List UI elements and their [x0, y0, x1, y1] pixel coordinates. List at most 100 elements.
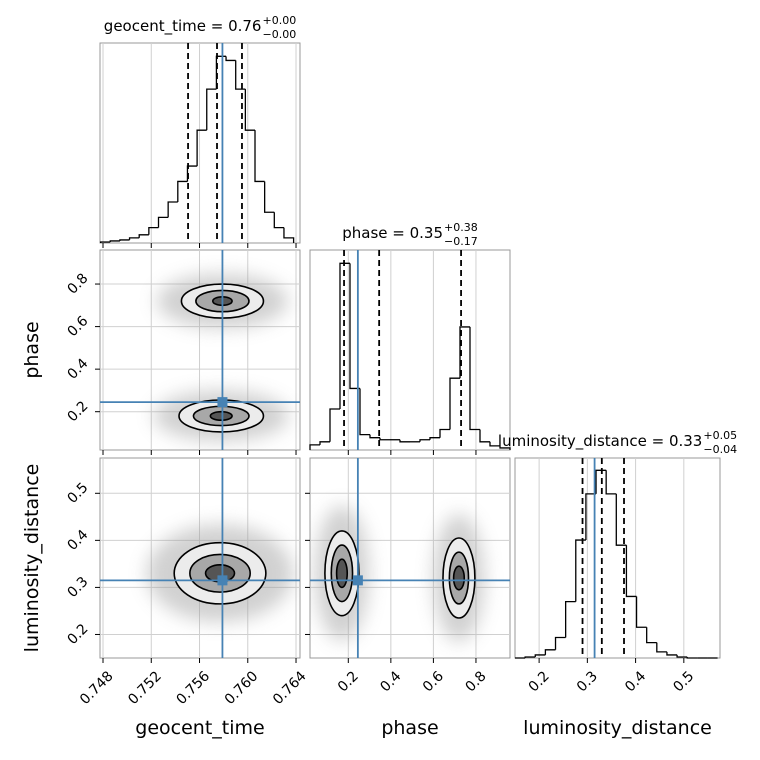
hist-bin — [499, 445, 511, 450]
x-axis-label: geocent_time — [135, 717, 264, 739]
hist-bin — [615, 493, 627, 546]
hist-bin — [459, 326, 470, 379]
hist-bin — [399, 439, 410, 443]
hist-bin — [329, 408, 340, 442]
hist-bin — [635, 596, 647, 628]
hist-bin — [339, 262, 350, 409]
panel: geocent_time = 0.76 +0.00−0.00 — [99, 14, 301, 248]
hist-bin — [676, 654, 688, 658]
x-tick-label: 0.6 — [420, 668, 447, 695]
y-axis-label: luminosity_distance — [21, 464, 43, 653]
title-lower: −0.00 — [262, 28, 296, 41]
hist-bin — [349, 263, 360, 390]
hist-bin — [273, 212, 284, 229]
hist-bin — [625, 545, 637, 598]
contour — [452, 565, 466, 591]
panel-frame — [514, 457, 721, 659]
hist-bin — [524, 656, 536, 658]
hist-bin — [534, 654, 546, 657]
y-tick-label: 0.6 — [64, 313, 91, 340]
hist-bin — [379, 437, 390, 441]
hist-bin — [283, 227, 295, 243]
hist-bin — [544, 649, 556, 655]
title-lower: −0.04 — [703, 443, 737, 456]
y-tick-label: 0.2 — [64, 621, 91, 648]
x-axis-label: luminosity_distance — [523, 717, 712, 739]
truth-point — [217, 397, 228, 408]
hist-bin — [119, 239, 130, 241]
panel: 0.2 0.4 0.6 0.8 phase — [305, 457, 511, 739]
hist-bin — [309, 444, 320, 450]
hist-bin — [429, 437, 440, 440]
x-tick-label: 0.756 — [173, 668, 213, 708]
title-upper: +0.00 — [262, 14, 296, 27]
hist-bin — [595, 469, 607, 494]
hist-bin — [666, 651, 678, 656]
hist-bin — [469, 326, 480, 431]
y-tick-label: 0.3 — [64, 574, 91, 601]
hist-bin — [479, 429, 490, 443]
hist-bin — [489, 441, 500, 447]
x-tick-label: 0.2 — [335, 668, 362, 695]
title-upper: +0.05 — [703, 429, 737, 442]
hist-bin — [244, 89, 256, 131]
hist-bin — [419, 439, 430, 442]
panel: 0.748 0.752 0.756 0.760 0.764 geocent_time 0.2… — [21, 457, 310, 739]
hist-bin — [264, 181, 275, 213]
hist-bin — [177, 180, 188, 202]
y-tick-label: 0.5 — [64, 480, 91, 507]
hist-bin — [109, 240, 120, 242]
x-tick-label: 0.760 — [222, 668, 262, 708]
hist-bin — [225, 56, 236, 62]
x-tick-label: 0.752 — [125, 668, 165, 708]
title-upper: +0.38 — [444, 221, 478, 234]
hist-bin — [206, 88, 217, 131]
x-tick-label: 0.748 — [77, 668, 117, 708]
panel-title: luminosity_distance = 0.33 — [498, 432, 702, 451]
panel: 0.2 0.4 0.6 0.8 phase — [21, 249, 301, 455]
y-tick-label: 0.2 — [64, 398, 91, 425]
hist-bin — [585, 493, 597, 541]
hist-bin — [235, 60, 246, 90]
panel-title: phase = 0.35 — [342, 224, 443, 242]
x-tick-label: 0.2 — [526, 668, 553, 695]
hist-bin — [564, 600, 576, 638]
panel: 0.2 0.3 0.4 0.5 luminosity_distance luminosit… — [498, 429, 737, 739]
density — [146, 524, 294, 623]
density — [314, 505, 485, 642]
hist-bin — [605, 470, 617, 495]
hist-bin — [439, 428, 450, 438]
hist-bin — [656, 642, 667, 653]
hist-bin — [254, 130, 265, 183]
hist-bin — [138, 234, 149, 238]
y-tick-label: 0.8 — [64, 271, 91, 298]
panel: phase = 0.35 +0.38−0.17 — [309, 221, 511, 455]
hist-bin — [128, 237, 140, 240]
hist-bin — [554, 636, 566, 650]
x-tick-label: 0.764 — [270, 668, 310, 708]
hist-bin — [369, 434, 380, 439]
hist-bin — [359, 388, 370, 436]
hist-bin — [148, 226, 159, 235]
hist-bin — [319, 441, 330, 445]
x-tick-label: 0.3 — [574, 668, 601, 695]
x-tick-label: 0.8 — [463, 668, 490, 695]
x-axis-label: phase — [381, 717, 438, 739]
x-tick-label: 0.4 — [622, 668, 649, 695]
hist-bin — [99, 241, 111, 243]
x-tick-label: 0.5 — [670, 668, 697, 695]
truth-point — [352, 575, 363, 586]
y-tick-label: 0.4 — [64, 527, 91, 554]
hist-bin — [449, 377, 460, 430]
contour — [335, 558, 349, 589]
hist-bin — [196, 129, 207, 167]
hist-bin — [686, 656, 698, 659]
hist-bin — [167, 201, 178, 218]
contour — [209, 410, 233, 422]
truth-point — [217, 575, 228, 586]
x-tick-label: 0.4 — [377, 668, 404, 695]
y-axis-label: phase — [21, 321, 43, 378]
title-lower: −0.17 — [444, 235, 478, 248]
hist-bin — [157, 216, 169, 228]
